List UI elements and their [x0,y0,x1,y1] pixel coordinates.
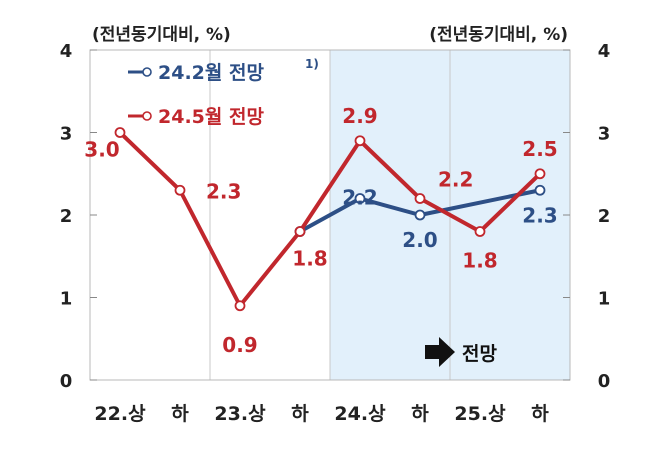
legend: 24.2월 전망 1) 24.5월 전망 [128,57,319,128]
data-point [474,226,486,237]
data-label: 1.8 [292,247,327,271]
data-point [414,209,426,221]
legend-label-may: 24.5월 전망 [158,106,264,128]
unit-label-left: (전년동기대비, %) [92,25,231,45]
forecast-marker: 전망 [425,337,497,367]
data-label: 2.3 [522,203,557,227]
data-label: 1.8 [462,249,497,273]
x-tick-label: 하 [171,403,189,425]
y-axis-left: 0 1 2 3 4 [60,41,97,392]
data-point [354,135,366,147]
data-label: 2.2 [342,186,377,210]
legend-superscript: 1) [305,57,319,71]
data-label: 2.3 [206,179,241,203]
x-tick-label: 하 [411,403,429,425]
data-label: 0.9 [222,333,257,357]
y-tick-label-left: 2 [60,206,73,227]
x-tick-label: 24.상 [334,403,386,425]
data-labels: 2.2 2.0 2.3 3.0 2.3 0.9 1.8 2.9 2.2 1.8 2.5 [84,104,557,357]
data-point [114,127,126,138]
data-point [414,193,426,204]
data-point [174,184,186,196]
x-tick-label: 22.상 [94,403,146,425]
data-point [294,226,306,237]
y-tick-label-right: 1 [598,289,611,310]
y-tick-label-left: 3 [60,124,73,145]
data-label: 2.0 [402,228,437,252]
data-label: 2.9 [342,104,377,128]
x-tick-label: 23.상 [214,403,266,425]
series-line-0 [299,188,541,234]
data-label: 3.0 [84,138,119,162]
data-label: 2.2 [438,168,473,192]
data-point [534,184,546,196]
legend-item-may: 24.5월 전망 [128,106,264,128]
y-tick-label-right: 0 [598,371,611,392]
y-axis-right: 0 1 2 3 4 [563,41,610,392]
series-line-1 [118,131,542,308]
y-tick-label-left: 4 [60,41,73,62]
data-point [354,193,366,204]
series-layer [114,127,546,312]
unit-label-right: (전년동기대비, %) [429,25,568,45]
forecast-label: 전망 [462,343,497,365]
legend-label-feb: 24.2월 전망 [158,62,264,84]
y-tick-label-left: 1 [60,289,73,310]
x-tick-label: 하 [531,403,549,425]
data-label: 2.5 [522,137,557,161]
y-tick-label-right: 4 [598,41,611,62]
y-tick-label-right: 2 [598,206,611,227]
data-point [534,168,546,180]
x-tick-label: 하 [291,403,309,425]
y-tick-label-left: 0 [60,371,73,392]
arrow-right-icon [425,337,455,367]
y-tick-label-right: 3 [598,124,611,145]
legend-item-feb: 24.2월 전망 1) [128,57,319,84]
x-tick-label: 25.상 [454,403,506,425]
data-point [234,300,246,312]
x-axis: 22.상 하 23.상 하 24.상 하 25.상 하 [94,403,549,425]
